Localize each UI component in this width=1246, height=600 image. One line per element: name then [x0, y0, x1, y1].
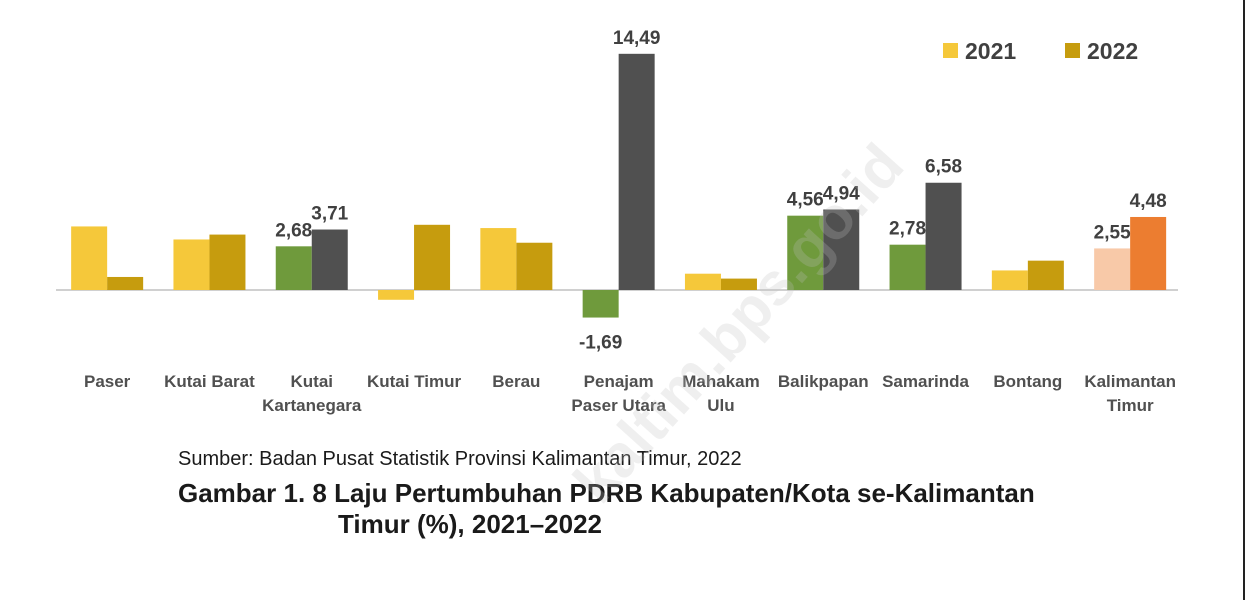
bar-2022-6: [720, 278, 757, 290]
category-label-10-1: Timur: [1107, 396, 1154, 415]
bar-2022-1: [209, 234, 246, 290]
bar-2022-8: [925, 182, 962, 290]
bar-2022-0: [107, 276, 144, 290]
category-label-1-0: Kutai Barat: [164, 372, 255, 391]
data-label-7-1: 4,94: [823, 183, 860, 204]
bar-2021-7: [787, 215, 824, 290]
figure-title-line2: Timur (%), 2021–2022: [338, 509, 602, 539]
data-label-8-0: 2,78: [889, 219, 926, 240]
bar-2022-7: [823, 209, 860, 290]
category-label-6-0: Mahakam: [682, 372, 759, 391]
data-label-5-1: 14,49: [613, 28, 661, 49]
category-label-6-1: Ulu: [707, 396, 734, 415]
bar-2021-1: [173, 239, 210, 290]
data-label-5-0: -1,69: [579, 333, 622, 354]
bar-2021-4: [480, 228, 517, 290]
category-label-7-0: Balikpapan: [778, 372, 869, 391]
bar-2022-3: [414, 224, 451, 290]
category-label-5-0: Penajam: [584, 372, 654, 391]
data-label-2-0: 2,68: [275, 220, 312, 241]
category-label-0-0: Paser: [84, 372, 131, 391]
legend-swatch-2021: [943, 43, 958, 58]
bar-chart: Paser Kutai Barat 2,683,71 Kutai Kartanegara…: [56, 28, 1178, 415]
bar-2021-8: [889, 244, 926, 290]
category-label-10-0: Kalimantan: [1084, 372, 1176, 391]
bar-2021-6: [684, 273, 721, 290]
bar-2021-9: [991, 270, 1028, 290]
legend-label-2021: 2021: [965, 38, 1016, 64]
category-label-8-0: Samarinda: [882, 372, 969, 391]
bar-2022-5: [618, 53, 655, 290]
category-label-5-1: Paser Utara: [571, 396, 666, 415]
legend-label-2022: 2022: [1087, 38, 1138, 64]
bar-2022-9: [1027, 260, 1064, 290]
category-label-2-0: Kutai: [291, 372, 334, 391]
bar-2022-2: [311, 229, 348, 290]
bar-2021-10: [1094, 248, 1131, 290]
data-label-10-1: 4,48: [1130, 191, 1167, 212]
data-label-8-1: 6,58: [925, 157, 962, 178]
bar-2022-10: [1130, 216, 1167, 290]
category-label-2-1: Kartanegara: [262, 396, 362, 415]
data-label-7-0: 4,56: [787, 190, 824, 211]
bar-2022-4: [516, 242, 553, 290]
chart-source: Sumber: Badan Pusat Statistik Provinsi K…: [178, 448, 742, 470]
figure-title-line1: Gambar 1. 8 Laju Pertumbuhan PDRB Kabupa…: [178, 478, 1035, 508]
data-label-10-0: 2,55: [1094, 222, 1131, 243]
frame-edge: [1243, 0, 1245, 600]
category-label-9-0: Bontang: [993, 372, 1062, 391]
bar-2021-5: [582, 290, 619, 318]
legend-swatch-2022: [1065, 43, 1080, 58]
bar-2021-3: [378, 290, 415, 300]
category-label-4-0: Berau: [492, 372, 540, 391]
data-label-2-1: 3,71: [311, 204, 348, 225]
category-label-3-0: Kutai Timur: [367, 372, 462, 391]
bar-2021-2: [275, 246, 312, 290]
bar-2021-0: [71, 226, 108, 290]
